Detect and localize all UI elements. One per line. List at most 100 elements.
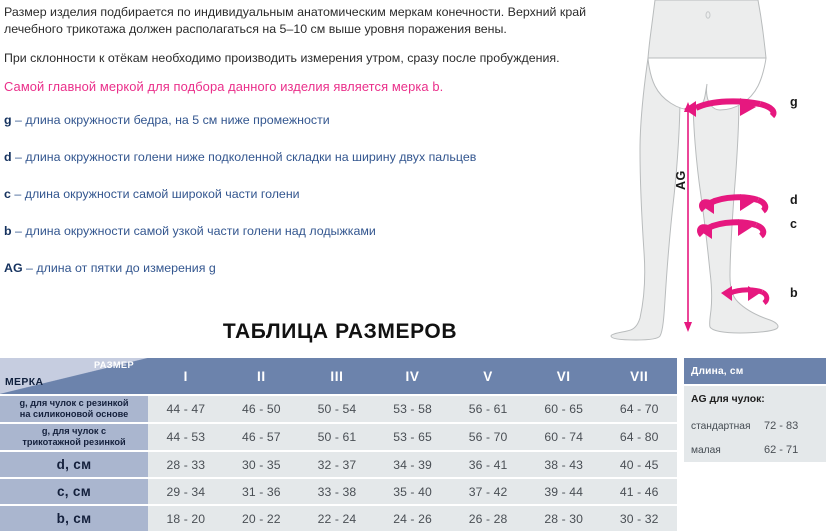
cell: 39 - 44 — [544, 484, 583, 499]
measure-arrow-c-head — [738, 219, 752, 236]
definition-key: c — [4, 186, 11, 201]
corner-diagonal-divider — [0, 358, 148, 394]
highlight-note: Самой главной меркой для подбора данного… — [4, 78, 444, 94]
corner-measure-label: МЕРКА — [5, 377, 44, 388]
definition-text: длина от пятки до измерения g — [36, 260, 216, 275]
ag-arrow-down — [684, 322, 692, 332]
row-label-g-silicone: g, для чулок с резинкой на силиконовой о… — [0, 396, 148, 422]
cell: 56 - 70 — [468, 430, 508, 444]
column-header-7: VII — [630, 368, 649, 384]
cell: 22 - 24 — [317, 511, 357, 526]
row-label-line2: на силиконовой основе — [19, 409, 129, 419]
leg-measurement-illustration: g d c b AG — [600, 0, 826, 345]
cell: 33 - 38 — [317, 484, 357, 499]
definition-item-d: d – длина окружности голени ниже подколе… — [4, 150, 608, 165]
definition-text: длина окружности бедра, на 5 см ниже про… — [25, 112, 330, 127]
length-panel-subtitle: AG для чулок: — [691, 394, 765, 405]
cell: 40 - 45 — [619, 457, 659, 472]
definition-text: длина окружности самой узкой части голен… — [25, 223, 376, 238]
length-row-value: 72 - 83 — [764, 420, 799, 432]
measure-arrow-d-head — [740, 194, 754, 211]
cell: 64 - 80 — [619, 430, 659, 444]
cell: 37 - 42 — [468, 484, 508, 499]
cell: 18 - 20 — [166, 511, 206, 526]
cell: 46 - 50 — [242, 402, 281, 416]
cell: 24 - 26 — [393, 511, 432, 526]
cell: 41 - 46 — [619, 484, 659, 499]
illustration-label-ag: AG — [674, 170, 688, 190]
length-row-small: малая 62 - 71 — [684, 438, 826, 462]
definition-dash: – — [15, 112, 22, 127]
row-label-line1: g, для чулок с — [41, 425, 107, 436]
column-header-4: IV — [405, 368, 420, 384]
definition-dash: – — [15, 223, 22, 238]
cell: 53 - 58 — [393, 402, 432, 416]
table-corner-header: РАЗМЕР МЕРКА — [0, 358, 148, 394]
measure-arrow-g-head — [740, 98, 756, 116]
measure-arrow-g — [694, 98, 777, 119]
row-values: 44 - 47 46 - 50 50 - 54 53 - 58 56 - 61 … — [148, 396, 677, 422]
table-row: g, для чулок с резинкой на силиконовой о… — [0, 396, 677, 422]
size-column-headers: I II III IV V VI VII — [148, 358, 677, 394]
definition-text: длина окружности самой широкой части гол… — [24, 186, 300, 201]
description-column: Размер изделия подбирается по индивидуал… — [0, 0, 616, 346]
definition-item-g: g – длина окружности бедра, на 5 см ниже… — [4, 113, 608, 128]
cell: 56 - 61 — [468, 402, 508, 416]
legs-figure-svg — [610, 0, 779, 341]
size-table-grid: РАЗМЕР МЕРКА I II III IV V VI VII g, дл — [0, 358, 677, 531]
illustration-label-d: d — [790, 193, 798, 207]
measure-arrow-b-tail — [721, 286, 732, 301]
definition-item-ag: AG – длина от пятки до измерения g — [4, 261, 608, 276]
cell: 31 - 36 — [242, 484, 281, 499]
definition-text: длина окружности голени ниже подколенной… — [25, 149, 477, 164]
cell: 60 - 65 — [544, 402, 583, 416]
cell: 53 - 65 — [393, 430, 432, 444]
cell: 29 - 34 — [166, 484, 206, 499]
cell: 50 - 54 — [317, 402, 357, 416]
row-values: 44 - 53 46 - 57 50 - 61 53 - 65 56 - 70 … — [148, 424, 677, 450]
row-label-b: b, см — [0, 506, 148, 531]
cell: 32 - 37 — [317, 457, 357, 472]
column-header-6: VI — [556, 368, 571, 384]
length-panel: Длина, см AG для чулок: стандартная 72 -… — [684, 358, 826, 462]
length-row-name: стандартная — [691, 420, 751, 432]
column-header-3: III — [330, 368, 344, 384]
cell: 30 - 32 — [619, 511, 659, 526]
row-label-line1: g, для чулок с резинкой — [19, 397, 129, 408]
illustration-label-c: c — [790, 217, 797, 231]
definition-list: g – длина окружности бедра, на 5 см ниже… — [4, 113, 608, 276]
page-title: ТАБЛИЦА РАЗМЕРОВ — [222, 320, 458, 343]
illustration-label-b: b — [790, 286, 798, 300]
cell: 34 - 39 — [393, 457, 432, 472]
table-row: g, для чулок с трикотажной резинкой 44 -… — [0, 424, 677, 450]
definition-item-b: b – длина окружности самой узкой части г… — [4, 224, 608, 239]
measure-arrow-b-head — [748, 286, 760, 301]
table-row: c, см 29 - 34 31 - 36 33 - 38 35 - 40 37… — [0, 479, 677, 504]
column-header-2: II — [257, 368, 266, 384]
definition-key: b — [4, 223, 12, 238]
definition-key: d — [4, 149, 12, 164]
row-label-line2: трикотажной резинкой — [22, 437, 126, 447]
size-table: РАЗМЕР МЕРКА I II III IV V VI VII g, дл — [0, 358, 826, 531]
cell: 60 - 74 — [544, 430, 583, 444]
definition-dash: – — [26, 260, 33, 275]
body-silhouette — [610, 0, 779, 341]
definition-dash: – — [14, 186, 22, 201]
cell: 30 - 35 — [242, 457, 281, 472]
measure-arrow-c-tail — [700, 223, 712, 239]
cell: 26 - 28 — [468, 511, 508, 526]
row-values: 28 - 33 30 - 35 32 - 37 34 - 39 36 - 41 … — [148, 452, 677, 477]
column-header-1: I — [183, 368, 188, 384]
cell: 35 - 40 — [393, 484, 432, 499]
row-label-g-knit: g, для чулок с трикотажной резинкой — [0, 424, 148, 450]
cell: 28 - 33 — [166, 457, 206, 472]
illustration-label-g: g — [790, 95, 798, 109]
definition-item-c: c – длина окружности самой широкой части… — [4, 187, 608, 202]
measure-arrow-d-tail — [702, 198, 714, 214]
definition-key: AG — [4, 260, 23, 275]
cell: 46 - 57 — [242, 430, 281, 444]
definition-dash: – — [15, 149, 22, 164]
cell: 64 - 70 — [619, 402, 659, 416]
length-panel-header: Длина, см — [684, 358, 826, 384]
